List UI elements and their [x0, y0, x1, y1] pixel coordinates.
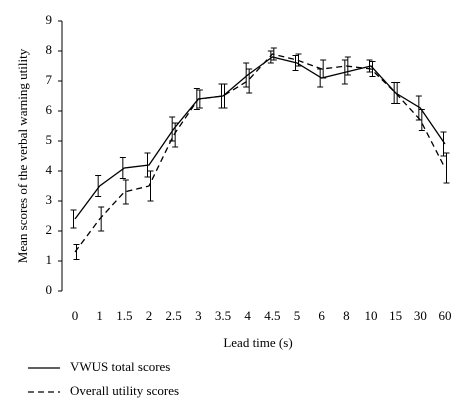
error-bar [320, 59, 327, 79]
x-tick-label: 1.5 [116, 308, 132, 323]
x-tick-label: 8 [343, 308, 350, 323]
error-bar [196, 89, 203, 109]
x-tick-label: 1 [96, 308, 103, 323]
series-line [74, 56, 446, 220]
y-tick-label: 4 [46, 162, 53, 177]
x-tick-label: 15 [389, 308, 402, 323]
error-bar [95, 175, 102, 197]
error-bar [70, 209, 77, 229]
error-bar [246, 68, 253, 94]
x-tick-label: 30 [414, 308, 427, 323]
x-axis-label: Lead time (s) [223, 335, 292, 350]
error-bar [443, 152, 450, 184]
legend-label: Overall utility scores [70, 383, 179, 398]
y-tick-label: 8 [46, 42, 53, 57]
x-tick-label: 60 [439, 308, 452, 323]
y-tick-label: 3 [46, 192, 53, 207]
error-bar [270, 47, 277, 61]
y-tick-label: 7 [46, 72, 53, 87]
y-tick-label: 0 [46, 282, 53, 297]
x-tick-label: 4 [244, 308, 251, 323]
x-tick-label: 5 [294, 308, 301, 323]
error-bar [292, 55, 299, 71]
error-bar [172, 122, 179, 148]
x-tick-label: 3.5 [215, 308, 231, 323]
y-tick-label: 2 [46, 222, 53, 237]
error-bar [341, 59, 348, 85]
error-bar [267, 50, 274, 64]
error-bar [193, 88, 200, 110]
error-bar [344, 56, 351, 76]
error-bar [73, 244, 80, 260]
error-bar [418, 109, 425, 131]
y-axis-label: Mean scores of the verbal warning utilit… [15, 48, 30, 263]
x-tick-label: 2 [146, 308, 153, 323]
x-tick-label: 10 [365, 308, 378, 323]
y-tick-label: 9 [46, 12, 53, 27]
x-tick-label: 4.5 [264, 308, 280, 323]
x-tick-label: 6 [318, 308, 325, 323]
series-line [74, 53, 446, 253]
error-bar [147, 170, 154, 202]
y-tick-label: 1 [46, 252, 53, 267]
error-bar [415, 95, 422, 121]
error-bar [295, 53, 302, 67]
error-bar [144, 152, 151, 178]
x-tick-label: 3 [195, 308, 202, 323]
legend-label: VWUS total scores [70, 359, 170, 374]
error-bar [243, 62, 250, 88]
error-bar [394, 82, 401, 104]
error-bar [119, 157, 126, 179]
x-tick-label: 0 [72, 308, 79, 323]
y-tick-label: 6 [46, 102, 53, 117]
x-tick-label: 2.5 [166, 308, 182, 323]
y-tick-label: 5 [46, 132, 53, 147]
error-bar [122, 179, 129, 205]
error-bar [98, 206, 105, 232]
error-bar [221, 83, 228, 109]
error-bar [440, 131, 447, 157]
error-bar [369, 61, 376, 77]
